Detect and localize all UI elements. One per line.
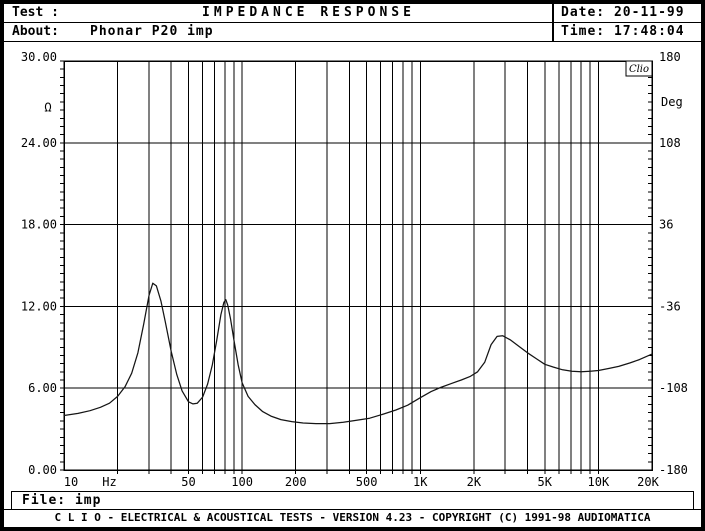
file-bar: File: imp: [11, 491, 694, 511]
x-tick-label-100: 100: [231, 475, 253, 489]
y-right-label-180: 180: [659, 50, 681, 64]
y-left-label-6.00: 6.00: [28, 381, 57, 395]
impedance-curve: [63, 282, 653, 425]
time-label: Time:: [561, 24, 606, 39]
chart-axis-labels: 10 50 100 200 500 1K 2K 5K 10K 20K Hz 30.00 24.00 18.…: [21, 50, 688, 489]
plot-border: [63, 60, 653, 471]
about-value: Phonar P20 imp: [90, 24, 214, 39]
x-tick-label-50: 50: [181, 475, 195, 489]
footer-bar: C L I O - ELECTRICAL & ACOUSTICAL TESTS …: [4, 509, 701, 527]
x-tick-label-1K: 1K: [413, 475, 428, 489]
y-left-label-24.00: 24.00: [21, 136, 57, 150]
y-left-label-12.00: 12.00: [21, 299, 57, 313]
clio-watermark-text: Clio: [629, 64, 649, 75]
file-label: File:: [22, 493, 67, 508]
clio-watermark-box: [625, 60, 653, 77]
x-tick-label-200: 200: [285, 475, 307, 489]
x-tick-label-500: 500: [356, 475, 378, 489]
x-tick-label-10K: 10K: [588, 475, 610, 489]
date-label: Date:: [561, 5, 606, 20]
y-right-label--180: -180: [659, 463, 688, 477]
file-value: imp: [74, 493, 102, 508]
y-right-label-108: 108: [659, 136, 681, 150]
header-row-about: About: Phonar P20 imp Time: 17:48:04: [4, 23, 701, 42]
time-value: 17:48:04: [613, 24, 685, 39]
date-cell: Date: 20-11-99: [552, 4, 701, 22]
footer-text: C L I O - ELECTRICAL & ACOUSTICAL TESTS …: [54, 511, 651, 524]
page-title: IMPEDANCE RESPONSE: [202, 5, 415, 20]
chart-ticks: [60, 60, 652, 474]
y-left-label-0.00: 0.00: [28, 463, 57, 477]
y-left-label-18.00: 18.00: [21, 218, 57, 232]
x-axis-unit: Hz: [102, 475, 116, 489]
test-label: Test :: [12, 5, 59, 20]
date-value: 20-11-99: [613, 5, 685, 20]
time-cell: Time: 17:48:04: [552, 23, 701, 41]
x-tick-label-2K: 2K: [467, 475, 482, 489]
impedance-chart: 10 50 100 200 500 1K 2K 5K 10K 20K Hz 30.00 24.00 18.…: [21, 50, 688, 489]
y-right-label-36: 36: [659, 218, 673, 232]
y-right-label--108: -108: [659, 381, 688, 395]
about-label: About:: [12, 24, 59, 39]
chart-curves: [63, 282, 653, 425]
x-tick-label-10: 10: [64, 475, 78, 489]
y-right-unit: Deg: [661, 95, 683, 109]
y-left-label-30.00: 30.00: [21, 50, 57, 64]
y-left-unit: Ω: [44, 100, 51, 114]
y-right-label--36: -36: [659, 299, 681, 313]
header-row-test: Test : IMPEDANCE RESPONSE Date: 20-11-99: [4, 4, 701, 23]
clio-watermark: Clio: [625, 60, 653, 77]
chart-grid: [63, 60, 653, 471]
x-tick-label-20K: 20K: [637, 475, 659, 489]
x-tick-label-5K: 5K: [538, 475, 553, 489]
